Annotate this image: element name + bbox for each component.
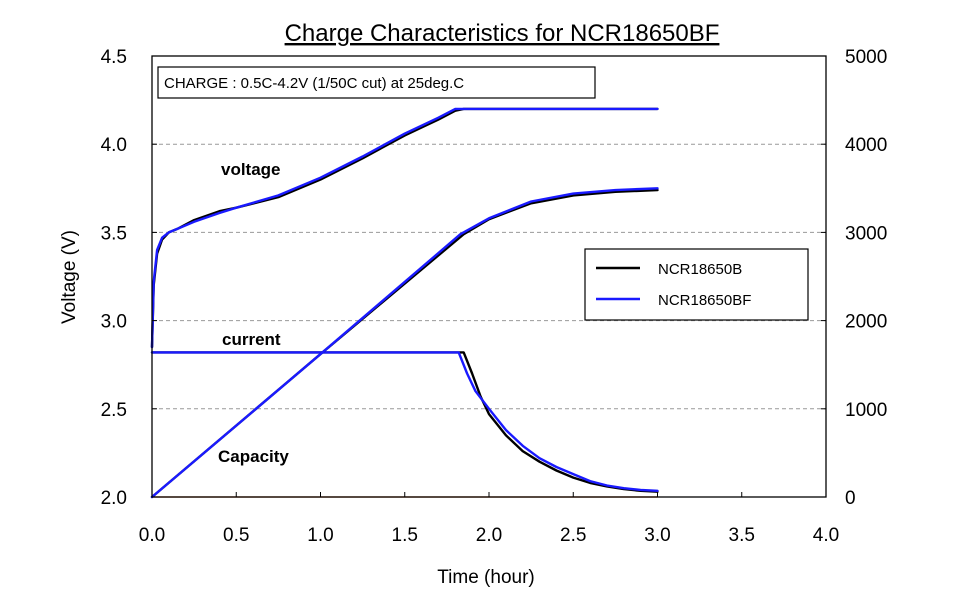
current-line-ncr18650b xyxy=(150,351,659,493)
chart-title: Charge Characteristics for NCR18650BF xyxy=(285,20,720,47)
y2-tick-label: 1000 xyxy=(845,400,887,421)
capacity-curve-label: Capacity xyxy=(218,447,289,466)
y2-tick-label: 0 xyxy=(845,488,856,509)
y-tick-label: 2.5 xyxy=(101,400,127,421)
current-curve-label: current xyxy=(222,330,281,349)
voltage-curve-label: voltage xyxy=(221,160,281,179)
y2-tick-label: 4000 xyxy=(845,135,887,156)
x-tick-label: 0.0 xyxy=(139,525,165,546)
x-tick-label: 4.0 xyxy=(813,525,839,546)
y-tick-labels: 2.0 2.5 3.0 3.5 4.0 4.5 xyxy=(101,47,157,509)
legend-label-ncr18650b: NCR18650B xyxy=(658,261,742,278)
x-tick-label: 2.5 xyxy=(560,525,586,546)
y-axis-title: Voltage (V) xyxy=(59,230,80,324)
x-tick-label: 0.5 xyxy=(223,525,249,546)
y2-tick-label: 3000 xyxy=(845,223,887,244)
y2-tick-label: 2000 xyxy=(845,312,887,333)
y2-tick-labels: 0 1000 2000 3000 4000 5000 xyxy=(821,47,887,509)
legend-label-ncr18650bf: NCR18650BF xyxy=(658,292,751,309)
condition-note-text: CHARGE : 0.5C-4.2V (1/50C cut) at 25deg.… xyxy=(164,75,464,92)
condition-note-box: CHARGE : 0.5C-4.2V (1/50C cut) at 25deg.… xyxy=(157,66,596,99)
y-tick-label: 2.0 xyxy=(101,488,127,509)
voltage-line-ncr18650bf xyxy=(150,107,659,349)
x-tick-label: 3.5 xyxy=(729,525,755,546)
legend-frame xyxy=(584,248,809,321)
current-line-ncr18650bf xyxy=(150,351,659,492)
x-tick-label: 1.5 xyxy=(392,525,418,546)
y-tick-label: 4.0 xyxy=(101,135,127,156)
x-axis-title: Time (hour) xyxy=(437,567,534,588)
legend: NCR18650B NCR18650BF xyxy=(584,248,809,321)
x-tick-label: 3.0 xyxy=(644,525,670,546)
y-tick-label: 4.5 xyxy=(101,47,127,68)
y2-tick-label: 5000 xyxy=(845,47,887,68)
y-tick-label: 3.5 xyxy=(101,223,127,244)
y-tick-label: 3.0 xyxy=(101,312,127,333)
x-tick-label: 2.0 xyxy=(476,525,502,546)
x-tick-label: 1.0 xyxy=(307,525,333,546)
condition-note-frame xyxy=(157,66,596,99)
x-tick-labels: 0.0 0.5 1.0 1.5 2.0 2.5 3.0 3.5 4.0 xyxy=(139,492,839,546)
capacity-line-ncr18650bf xyxy=(150,187,659,499)
